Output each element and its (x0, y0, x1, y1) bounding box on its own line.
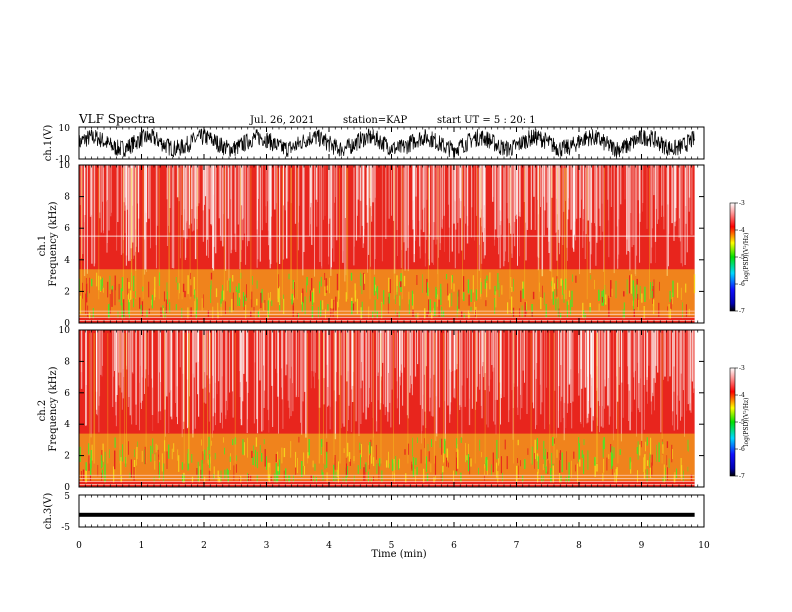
colorbar-tick-label: -3 (739, 200, 745, 207)
ytick-label: 10 (59, 326, 71, 336)
ch3-waveform-line (79, 512, 695, 517)
ch2-spectrogram-yticks: 0 2 4 6 8 10 (59, 326, 704, 493)
ch1-colorbar: -3 -4 -5 -6 -7 log(PSD)(V²/Hz) (729, 200, 750, 315)
ch1-ylabel-channel: ch.1 (37, 235, 48, 257)
xtick-label: 2 (201, 541, 207, 551)
ytick-label: 6 (64, 224, 70, 234)
ytick-label: 2 (64, 287, 70, 297)
ytick-label: 6 (64, 389, 70, 399)
colorbar-tick-label: -4 (739, 227, 745, 234)
ch1-spectrogram-image (78, 165, 696, 323)
colorbar-tick-label: -4 (739, 392, 745, 399)
ch3-waveform-panel: 5 -5 ch.3(V) (43, 492, 705, 533)
ch1-colorbar-label: log(PSD)(V²/Hz) (743, 233, 750, 282)
xtick-label: 6 (451, 541, 457, 551)
date-label: Jul. 26, 2021 (249, 115, 315, 126)
ch2-spectrogram-panel: 0 2 4 6 8 10 ch.2 Frequency (kHz) (37, 326, 705, 493)
figure-title: VLF Spectra (78, 112, 155, 126)
ch2-colorbar-ticks: -3 -4 -5 -6 -7 (735, 365, 745, 480)
ytick-label: 2 (64, 452, 70, 462)
colorbar-tick-label: -3 (739, 365, 745, 372)
colorbar-tick-label: -6 (739, 281, 745, 288)
ch3-ytick-top: 5 (64, 492, 70, 502)
ch1-spectrogram-panel: 0 2 4 6 8 10 ch.1 Frequency (kHz) (37, 161, 705, 329)
ch1-ylabel: ch.1(V) (43, 125, 54, 162)
ch3-ylabel: ch.3(V) (43, 493, 54, 530)
colorbar-tick-label: -5 (739, 419, 745, 426)
ch3-waveform-trace (79, 512, 695, 517)
ytick-label: 4 (64, 256, 70, 266)
ytick-label: 8 (64, 193, 70, 203)
xtick-label: 0 (76, 541, 82, 551)
start-time-label: start UT = 5 : 20: 1 (437, 115, 536, 126)
ch1-spectrogram-yticks: 0 2 4 6 8 10 (59, 161, 704, 329)
ytick-label: 8 (64, 357, 70, 367)
ch2-ylabel-channel: ch.2 (37, 400, 48, 422)
colorbar-tick-label: -7 (739, 308, 745, 315)
ch2-ylabel-frequency: Frequency (kHz) (48, 366, 59, 451)
time-axis: 0 1 2 3 4 5 6 7 8 9 10 (76, 127, 710, 551)
ch2-colorbar-label: log(PSD)(V²/Hz) (743, 398, 750, 447)
ytick-label: 0 (64, 319, 70, 329)
colorbar-tick-label: -6 (739, 446, 745, 453)
ch1-waveform-line (78, 128, 695, 158)
colorbar-tick-label: -5 (739, 254, 745, 261)
ch2-spectrogram-ylabel: ch.2 Frequency (kHz) (37, 366, 59, 451)
xtick-label: 4 (326, 541, 332, 551)
ch1-ylabel-frequency: Frequency (kHz) (48, 201, 59, 286)
xtick-label: 10 (698, 541, 710, 551)
ch2-spectrogram-image (79, 330, 695, 487)
ch2-colorbar: -3 -4 -5 -6 -7 log(PSD)(V²/Hz) (729, 365, 750, 480)
ch1-colorbar-gradient (729, 202, 736, 312)
xtick-label: 9 (639, 541, 645, 551)
ch1-spectrogram-ylabel: ch.1 Frequency (kHz) (37, 201, 59, 286)
colorbar-tick-label: -7 (739, 473, 745, 480)
ch1-ytick-top: 10 (59, 124, 71, 134)
ch1-ytick-bottom: -10 (56, 155, 71, 165)
ch1-waveform-panel: 10 -10 ch.1(V) (43, 124, 705, 165)
ch2-colorbar-gradient (729, 367, 736, 477)
x-axis-label: Time (min) (371, 549, 426, 560)
ytick-label: 0 (64, 483, 70, 493)
xtick-label: 3 (264, 541, 270, 551)
ytick-label: 4 (64, 420, 70, 430)
ytick-label: 10 (59, 161, 71, 171)
ch3-ytick-bottom: -5 (61, 523, 70, 533)
station-label: station=KAP (343, 115, 407, 126)
ch1-waveform-trace (78, 128, 695, 158)
xtick-label: 1 (139, 541, 145, 551)
xtick-label: 7 (514, 541, 520, 551)
xtick-label: 5 (389, 541, 395, 551)
spectrogram-low-band (79, 433, 695, 481)
xtick-label: 8 (576, 541, 582, 551)
ch1-colorbar-ticks: -3 -4 -5 -6 -7 (735, 200, 745, 315)
